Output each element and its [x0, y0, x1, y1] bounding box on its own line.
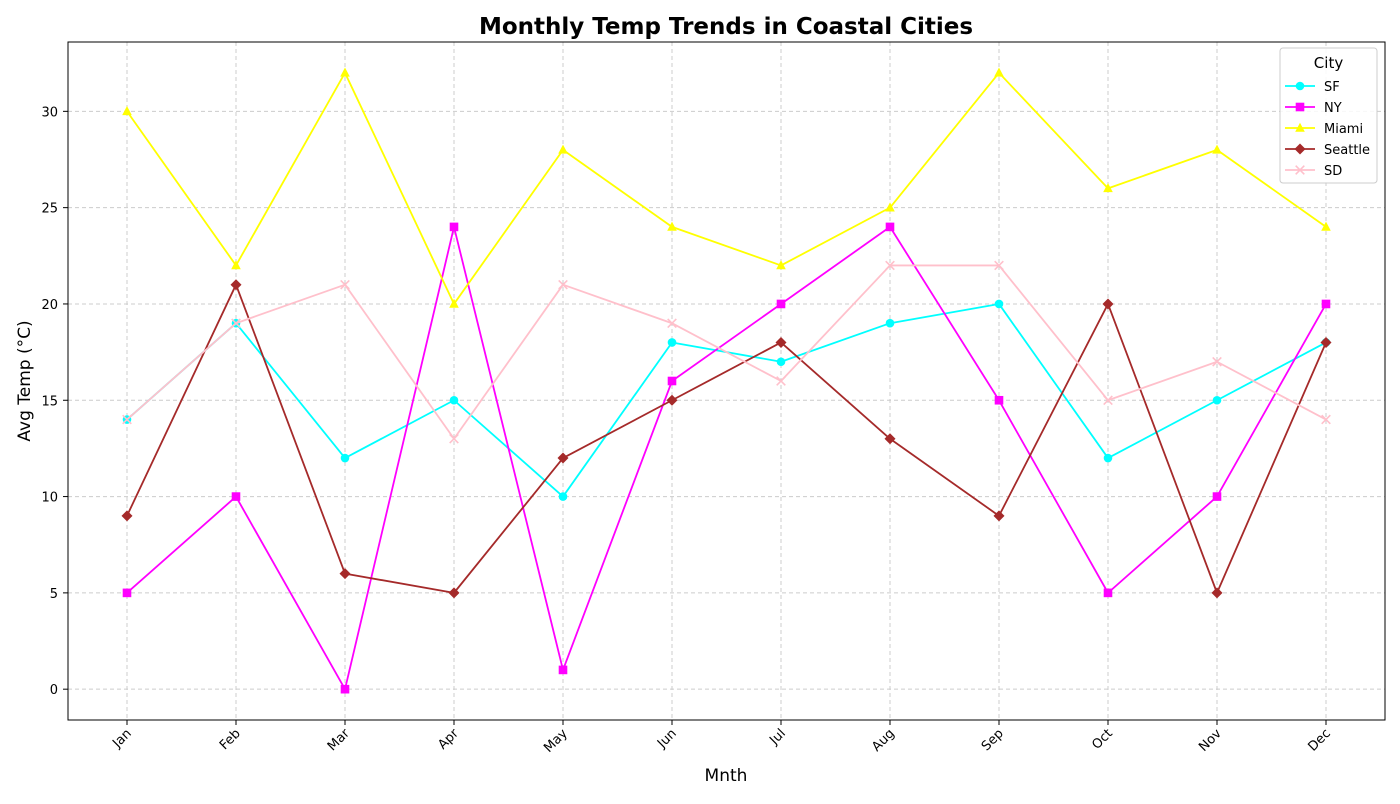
- data-point-sf: [558, 492, 568, 501]
- data-point-sd: [122, 414, 132, 425]
- series-sd: [122, 260, 1331, 444]
- chart-title: Monthly Temp Trends in Coastal Cities: [479, 14, 973, 40]
- data-point-ny: [1212, 492, 1222, 501]
- data-point-sf: [1212, 395, 1222, 405]
- series-ny: [122, 222, 1331, 694]
- legend-item-ny: NY: [1285, 101, 1342, 116]
- data-point-ny: [667, 376, 677, 386]
- data-point-ny: [558, 665, 568, 675]
- data-point-miami: [1103, 183, 1113, 193]
- data-point-sd: [1103, 395, 1113, 406]
- legend-items: SF NY Miami Seattle SD: [1285, 80, 1370, 179]
- series-line-seattle: [126, 283, 1327, 594]
- y-axis-label: Avg Temp (°C): [15, 320, 35, 441]
- data-point-miami: [449, 298, 459, 308]
- series-miami: [122, 67, 1331, 308]
- data-point-sf: [1103, 453, 1113, 463]
- data-point-seattle: [448, 587, 460, 599]
- data-point-miami: [885, 202, 895, 212]
- data-point-sf: [449, 395, 459, 405]
- y-axis-ticks: 0 5 10 15 20 25 30: [41, 105, 68, 698]
- data-point-miami: [340, 67, 350, 77]
- legend-marker-seattle: [1294, 143, 1306, 155]
- data-point-miami: [231, 260, 241, 270]
- data-point-miami: [558, 144, 568, 154]
- legend-label-sd: SD: [1324, 164, 1342, 179]
- plot-area-frame: [67, 41, 1386, 721]
- data-point-sd: [558, 279, 568, 290]
- legend-marker-ny: [1295, 102, 1305, 112]
- legend-marker-sd: [1295, 165, 1305, 175]
- data-point-seattle: [557, 452, 569, 464]
- y-tick-label: 25: [41, 202, 58, 217]
- data-point-seattle: [230, 279, 242, 291]
- data-point-miami: [122, 106, 132, 116]
- legend-item-miami: Miami: [1285, 122, 1363, 137]
- data-point-seattle: [121, 510, 133, 522]
- data-point-ny: [449, 222, 459, 232]
- x-axis-label: Mnth: [705, 766, 748, 786]
- data-point-seattle: [1320, 336, 1332, 348]
- legend-label-ny: NY: [1324, 101, 1342, 116]
- data-point-seattle: [1102, 298, 1114, 310]
- legend: City SF NY Miami Seattle SD: [1279, 47, 1378, 184]
- legend-item-sf: SF: [1285, 80, 1340, 95]
- y-tick-label: 30: [41, 105, 58, 120]
- data-point-sf: [776, 357, 786, 367]
- data-point-ny: [122, 588, 132, 598]
- data-point-miami: [776, 260, 786, 270]
- data-point-miami: [1212, 144, 1222, 154]
- series-line-ny: [126, 226, 1327, 691]
- data-point-ny: [885, 222, 895, 232]
- data-point-sd: [667, 318, 677, 329]
- y-tick-label: 5: [50, 587, 58, 602]
- data-point-sf: [994, 299, 1004, 309]
- data-point-seattle: [339, 568, 351, 580]
- legend-label-sf: SF: [1324, 80, 1340, 95]
- data-point-ny: [340, 684, 350, 694]
- data-point-sf: [885, 318, 895, 328]
- series-seattle: [121, 279, 1332, 599]
- y-tick-label: 15: [41, 394, 58, 409]
- data-point-seattle: [775, 336, 787, 348]
- data-point-miami: [667, 221, 677, 231]
- data-point-ny: [1103, 588, 1113, 598]
- data-point-ny: [1321, 299, 1331, 309]
- data-point-seattle: [884, 433, 896, 445]
- data-point-sd: [776, 376, 786, 386]
- series-line-sd: [126, 264, 1327, 440]
- data-point-sd: [449, 433, 459, 444]
- legend-label-miami: Miami: [1324, 122, 1363, 137]
- data-point-sd: [885, 260, 895, 271]
- data-point-sd: [994, 260, 1004, 271]
- legend-label-seattle: Seattle: [1324, 143, 1370, 158]
- data-point-sf: [667, 338, 677, 347]
- legend-item-sd: SD: [1285, 164, 1342, 179]
- data-point-seattle: [993, 510, 1005, 522]
- y-tick-label: 10: [41, 491, 58, 506]
- data-point-sd: [1321, 414, 1331, 425]
- legend-marker-miami: [1295, 122, 1305, 132]
- y-tick-label: 0: [50, 683, 58, 698]
- legend-item-seattle: Seattle: [1285, 143, 1370, 158]
- data-point-miami: [994, 67, 1004, 77]
- legend-marker-sf: [1295, 81, 1305, 91]
- data-point-seattle: [1211, 587, 1223, 599]
- series-line-miami: [126, 71, 1327, 305]
- grid-lines: [68, 42, 1385, 720]
- data-point-sd: [340, 279, 350, 290]
- y-tick-label: 20: [41, 298, 58, 313]
- legend-title: City: [1314, 54, 1344, 72]
- data-point-ny: [994, 395, 1004, 405]
- data-point-sf: [340, 453, 350, 463]
- data-point-ny: [776, 299, 786, 309]
- data-point-miami: [1321, 221, 1331, 231]
- data-point-sd: [231, 318, 241, 329]
- data-point-ny: [231, 492, 241, 501]
- data-point-sd: [1212, 356, 1222, 367]
- series-group: [121, 67, 1332, 694]
- data-point-seattle: [666, 394, 678, 406]
